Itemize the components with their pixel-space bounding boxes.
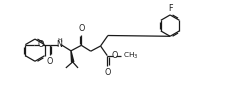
Text: F: F [168, 4, 172, 13]
Text: O: O [111, 51, 118, 60]
Text: O: O [78, 24, 84, 33]
Text: O: O [46, 57, 53, 66]
Polygon shape [71, 51, 74, 62]
Text: H: H [57, 38, 62, 43]
Text: O: O [38, 40, 44, 49]
Text: CH$_3$: CH$_3$ [123, 51, 139, 61]
Text: O: O [104, 68, 110, 77]
Text: N: N [57, 40, 62, 49]
